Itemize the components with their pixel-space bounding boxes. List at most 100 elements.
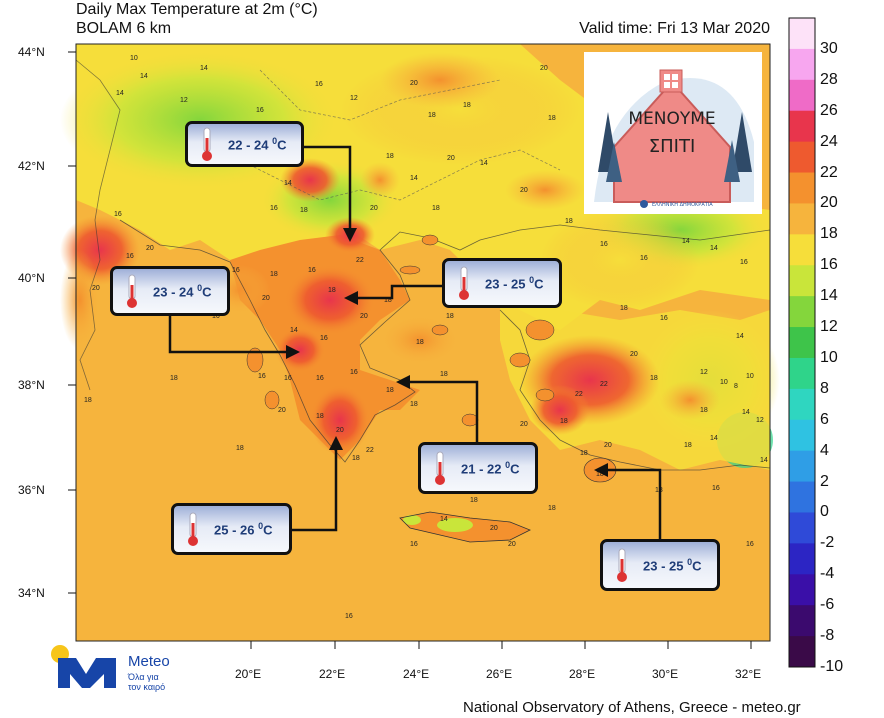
colorbar-swatch [789, 48, 815, 81]
svg-text:14: 14 [710, 245, 718, 252]
svg-text:22: 22 [366, 447, 374, 454]
callout-north-macedonia: 22 - 24 0C [185, 121, 304, 167]
svg-text:14: 14 [710, 435, 718, 442]
svg-text:18: 18 [428, 112, 436, 119]
svg-text:20: 20 [336, 427, 344, 434]
svg-text:18: 18 [560, 418, 568, 425]
colorbar-swatch [789, 296, 815, 328]
colorbar-tick-label: 0 [820, 503, 829, 521]
svg-text:18: 18 [470, 497, 478, 504]
svg-text:18: 18 [700, 407, 708, 414]
svg-text:16: 16 [600, 241, 608, 248]
colorbar-swatch [789, 357, 815, 390]
thermometer-icon [127, 274, 137, 308]
svg-text:20: 20 [447, 155, 455, 162]
map-title: Daily Max Temperature at 2m (°C) [76, 1, 318, 18]
callout-dodecanese: 23 - 25 0C [600, 539, 720, 591]
lon-label: 26°E [486, 667, 512, 681]
colorbar-swatch [789, 18, 815, 50]
svg-text:18: 18 [384, 297, 392, 304]
svg-text:16: 16 [712, 485, 720, 492]
colorbar-swatch [789, 327, 815, 359]
svg-text:14: 14 [760, 457, 768, 464]
svg-text:18: 18 [548, 115, 556, 122]
colorbar-tick-label: 4 [820, 441, 829, 459]
svg-text:16: 16 [315, 81, 323, 88]
svg-text:18: 18 [170, 375, 178, 382]
slogan-line2: ΣΠΙΤΙ [649, 136, 696, 157]
colorbar-tick-label: 12 [820, 318, 838, 336]
svg-text:14: 14 [682, 238, 690, 245]
svg-text:18: 18 [352, 455, 360, 462]
colorbar-tick-label: 20 [820, 194, 838, 212]
svg-text:16: 16 [345, 613, 353, 620]
svg-text:16: 16 [350, 369, 358, 376]
lat-label: 38°N [18, 378, 45, 392]
thermometer-icon [459, 266, 469, 300]
colorbar-tick-label: 26 [820, 101, 838, 119]
colorbar-tick-label: 8 [820, 379, 829, 397]
svg-text:18: 18 [386, 153, 394, 160]
svg-text:16: 16 [410, 541, 418, 548]
svg-text:20: 20 [604, 442, 612, 449]
callout-arrows [168, 145, 662, 540]
thermometer-icon [188, 512, 198, 546]
lon-label: 30°E [652, 667, 678, 681]
svg-text:20: 20 [146, 245, 154, 252]
longitude-axis: 20°E 22°E 24°E 26°E 28°E 30°E 32°E [235, 641, 761, 681]
svg-text:16: 16 [660, 315, 668, 322]
colorbar-swatch [789, 419, 815, 452]
colorbar-swatch [789, 481, 815, 513]
svg-text:20: 20 [630, 351, 638, 358]
svg-text:20: 20 [92, 285, 100, 292]
callout-range: 21 - 22 [461, 461, 502, 477]
svg-text:18: 18 [84, 397, 92, 404]
svg-text:18: 18 [620, 305, 628, 312]
slogan-line1: ΜΕΝΟΥΜΕ [628, 109, 715, 129]
colorbar-swatch [789, 172, 815, 204]
svg-text:8: 8 [734, 383, 738, 390]
svg-text:20: 20 [490, 525, 498, 532]
svg-text:16: 16 [316, 375, 324, 382]
lon-label: 20°E [235, 667, 261, 681]
colorbar-tick-label: 16 [820, 256, 838, 274]
svg-text:16: 16 [212, 313, 220, 320]
lat-label: 36°N [18, 483, 45, 497]
svg-text:16: 16 [126, 253, 134, 260]
svg-text:20: 20 [508, 541, 516, 548]
colorbar-swatch [789, 543, 815, 575]
svg-text:14: 14 [116, 90, 124, 97]
colorbar-tick-label: 30 [820, 39, 838, 57]
callout-unit: C [534, 276, 544, 292]
svg-text:16: 16 [258, 373, 266, 380]
meteo-tagline-1: Όλα για [128, 672, 159, 682]
colorbar-tick-label: -2 [820, 534, 835, 552]
lat-label: 44°N [18, 45, 45, 59]
svg-text:14: 14 [284, 180, 292, 187]
svg-text:18: 18 [596, 471, 604, 478]
svg-text:16: 16 [232, 267, 240, 274]
svg-text:10: 10 [720, 379, 728, 386]
callout-range: 23 - 25 [643, 558, 684, 574]
callout-unit: C [692, 558, 702, 574]
svg-text:12: 12 [180, 97, 188, 104]
latitude-axis: 44°N 42°N 40°N 38°N 36°N 34°N [18, 45, 76, 600]
colorbar-swatch [789, 605, 815, 637]
colorbar-tick-label: -10 [820, 658, 844, 675]
thermometer-icon [202, 127, 212, 161]
colorbar-tick-label: 18 [820, 225, 838, 243]
colorbar-swatch [789, 512, 815, 544]
callout-range: 23 - 24 [153, 284, 194, 300]
svg-text:18: 18 [316, 413, 324, 420]
colorbar-tick-label: -8 [820, 627, 835, 645]
svg-text:16: 16 [320, 335, 328, 342]
colorbar-swatch [789, 203, 815, 235]
colorbar-tick-label: 14 [820, 287, 838, 305]
callout-range: 25 - 26 [214, 522, 255, 538]
svg-text:14: 14 [736, 333, 744, 340]
callout-range: 22 - 24 [228, 137, 269, 153]
svg-text:18: 18 [432, 205, 440, 212]
callout-unit: C [510, 461, 520, 477]
svg-text:22: 22 [575, 391, 583, 398]
svg-text:16: 16 [640, 255, 648, 262]
